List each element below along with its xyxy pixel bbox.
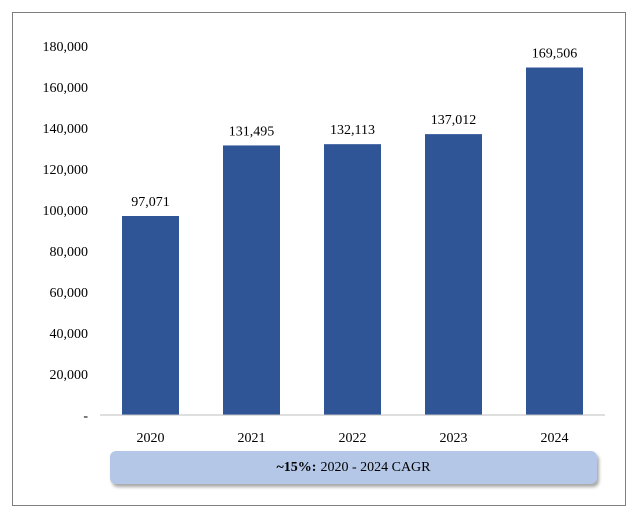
y-tick-label: 160,000 (43, 81, 89, 96)
bar-2024 (526, 67, 583, 416)
data-label-2023: 137,012 (431, 113, 477, 128)
y-tick-label: 100,000 (43, 204, 89, 219)
bar-2023 (425, 134, 482, 415)
bars (122, 67, 583, 416)
y-tick-label: 40,000 (50, 327, 89, 342)
y-tick-label: - (83, 409, 88, 424)
x-tick-label-2023: 2023 (440, 431, 468, 446)
y-tick-label: 20,000 (50, 368, 89, 383)
data-label-2024: 169,506 (532, 47, 578, 62)
bar-2021 (223, 145, 280, 416)
cagr-banner: ~15%: 2020 - 2024 CAGR (110, 451, 597, 484)
data-label-2020: 97,071 (131, 195, 170, 210)
x-tick-label-2020: 2020 (137, 431, 165, 446)
chart-frame (12, 12, 626, 506)
cagr-text: 2020 - 2024 CAGR (320, 459, 431, 475)
y-tick-label: 120,000 (43, 163, 89, 178)
y-tick-label: 140,000 (43, 122, 89, 137)
y-tick-label: 60,000 (50, 286, 89, 301)
y-axis-ticks: - 20,000 40,000 60,000 80,000 100,000 120,000 1… (43, 40, 89, 424)
x-axis-ticks: 2020 2021 2022 2023 2024 (137, 431, 569, 446)
cagr-value: ~15%: (276, 459, 317, 475)
y-tick-label: 180,000 (43, 40, 89, 55)
bar-2020 (122, 216, 179, 415)
x-tick-label-2022: 2022 (339, 431, 367, 446)
data-labels: 97,071 131,495 132,113 137,012 169,506 (131, 47, 577, 210)
y-tick-label: 80,000 (50, 245, 89, 260)
data-label-2021: 131,495 (229, 124, 275, 139)
x-tick-label-2024: 2024 (541, 431, 569, 446)
data-label-2022: 132,113 (330, 123, 375, 138)
bar-2022 (324, 144, 381, 416)
x-tick-label-2021: 2021 (238, 431, 266, 446)
